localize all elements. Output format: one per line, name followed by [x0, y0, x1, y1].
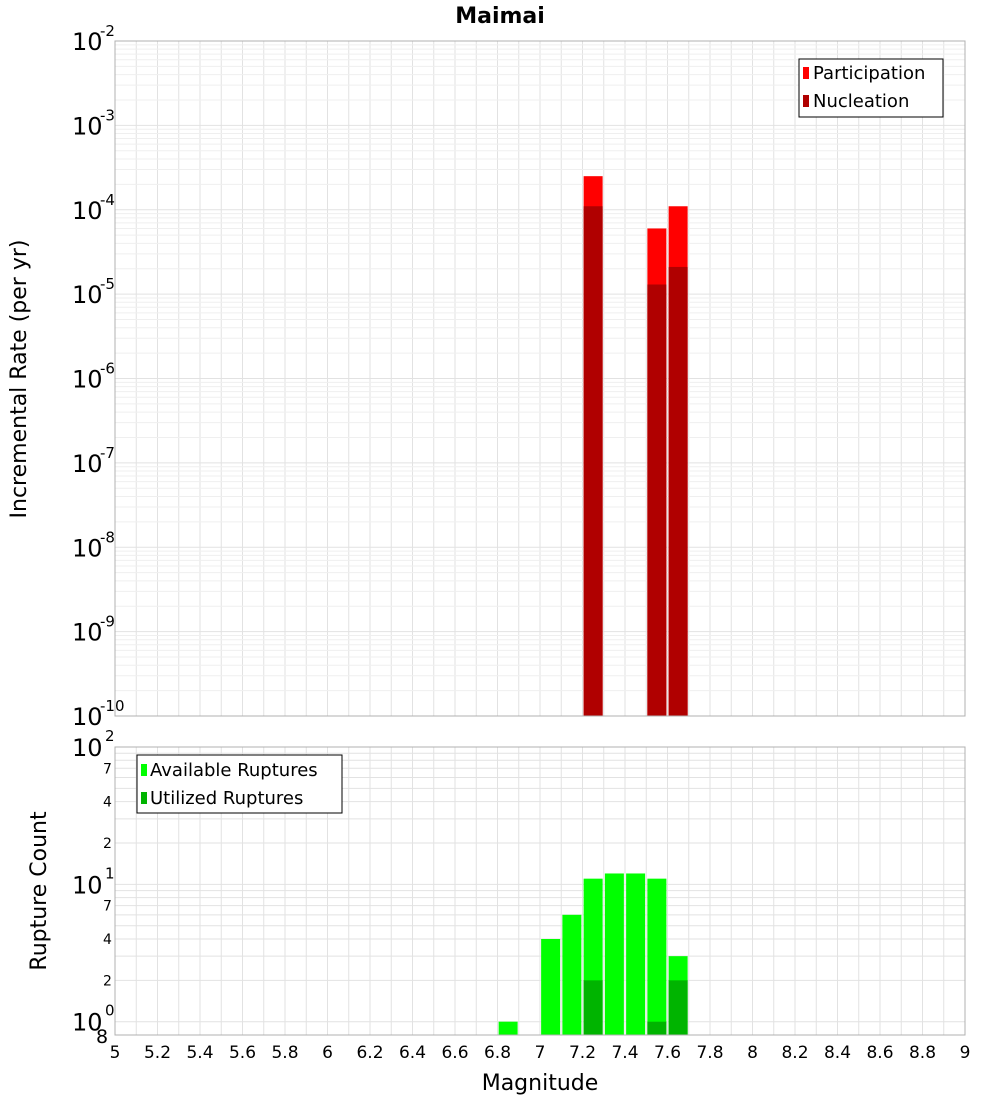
x-tick-label-7: 6.4	[399, 1043, 426, 1063]
legend-swatch-participation	[803, 67, 809, 79]
x-tick-label-20: 9	[960, 1043, 971, 1063]
rate-y-tick-exp-6: -4	[100, 191, 115, 209]
count-y-minor-tick-4: 2	[103, 836, 112, 852]
rate-y-tick-exp-2: -8	[100, 528, 115, 546]
count-y-minor-tick-0: 8	[96, 1026, 108, 1048]
count-bar-available-1	[541, 939, 561, 1035]
x-tick-label-19: 8.8	[909, 1043, 936, 1063]
x-tick-label-5: 6	[322, 1043, 333, 1063]
count-y-axis-label: Rupture Count	[27, 811, 52, 971]
count-y-tick-label-1: 10	[72, 871, 103, 899]
legend-swatch-utilized	[141, 792, 147, 804]
rate-y-tick-exp-0: -10	[100, 697, 125, 715]
count-y-minor-tick-3: 7	[103, 899, 112, 915]
x-axis-label: Magnitude	[482, 1071, 599, 1096]
rate-y-tick-exp-8: -2	[100, 22, 115, 40]
count-y-tick-exp-1: 1	[105, 864, 115, 882]
x-tick-label-3: 5.6	[229, 1043, 256, 1063]
rate-y-tick-label-5: 10	[72, 281, 103, 309]
legend-swatch-nucleation	[803, 95, 809, 107]
count-y-tick-label-0: 10	[72, 1009, 103, 1037]
x-tick-label-15: 8	[747, 1043, 758, 1063]
x-tick-label-6: 6.2	[356, 1043, 383, 1063]
rate-y-tick-exp-1: -9	[100, 613, 115, 631]
legend-label-available: Available Ruptures	[150, 760, 318, 781]
rate-y-tick-label-6: 10	[72, 197, 103, 225]
rate-legend: Participation Nucleation	[798, 58, 944, 118]
count-bar-available-6	[647, 878, 667, 1035]
rate-bar-nucleation-1	[647, 284, 667, 716]
x-tick-label-1: 5.2	[144, 1043, 171, 1063]
count-y-tick-exp-2: 2	[105, 727, 115, 745]
count-legend: Available Ruptures Utilized Ruptures	[136, 754, 343, 814]
count-bar-available-0	[498, 1021, 518, 1035]
x-tick-label-4: 5.8	[271, 1043, 298, 1063]
count-bar-utilized-1	[647, 1021, 667, 1035]
count-y-minor-tick-1: 2	[103, 973, 112, 989]
rate-bar-nucleation-2	[668, 266, 688, 716]
rate-bar-nucleation-0	[583, 206, 603, 716]
chart-title: Maimai	[455, 4, 545, 29]
legend-label-utilized: Utilized Ruptures	[150, 788, 303, 809]
rate-y-tick-exp-7: -3	[100, 106, 115, 124]
legend-label-participation: Participation	[813, 63, 925, 84]
rate-y-tick-label-0: 10	[72, 703, 103, 731]
x-tick-label-10: 7	[535, 1043, 546, 1063]
count-bar-utilized-0	[583, 980, 603, 1035]
rate-y-tick-exp-4: -6	[100, 360, 115, 378]
x-tick-label-11: 7.2	[569, 1043, 596, 1063]
rate-y-tick-label-1: 10	[72, 619, 103, 647]
x-tick-label-0: 5	[110, 1043, 121, 1063]
legend-label-nucleation: Nucleation	[813, 91, 909, 112]
count-bar-available-5	[626, 873, 646, 1035]
rate-y-tick-exp-3: -7	[100, 444, 115, 462]
rate-y-axis-label: Incremental Rate (per yr)	[7, 240, 32, 519]
count-bar-available-4	[604, 873, 624, 1035]
x-tick-label-18: 8.6	[866, 1043, 893, 1063]
x-tick-label-12: 7.4	[611, 1043, 638, 1063]
rate-y-tick-exp-5: -5	[100, 275, 115, 293]
count-bar-available-2	[562, 914, 582, 1035]
rate-y-tick-label-4: 10	[72, 366, 103, 394]
rate-grid	[114, 41, 966, 717]
x-tick-label-8: 6.6	[441, 1043, 468, 1063]
x-axis-ticks: 5 5.2 5.4 5.6 5.8 6 6.2 6.4 6.6 6.8 7 7.2 7.4 7.6 7.8 8…	[110, 1043, 971, 1063]
count-y-minor-tick-2: 4	[103, 932, 112, 948]
x-tick-label-2: 5.4	[186, 1043, 213, 1063]
count-bars	[498, 873, 688, 1035]
x-tick-label-9: 6.8	[484, 1043, 511, 1063]
x-tick-label-13: 7.6	[654, 1043, 681, 1063]
count-y-tick-exp-0: 0	[105, 1002, 115, 1020]
legend-swatch-available	[141, 764, 147, 776]
rate-y-tick-label-2: 10	[72, 534, 103, 562]
count-bar-utilized-2	[668, 980, 688, 1035]
count-y-tick-label-2: 10	[72, 734, 103, 762]
x-tick-label-14: 7.8	[696, 1043, 723, 1063]
rate-y-tick-label-7: 10	[72, 112, 103, 140]
x-tick-label-17: 8.4	[824, 1043, 851, 1063]
count-y-minor-tick-6: 7	[103, 761, 112, 777]
rate-y-tick-label-3: 10	[72, 450, 103, 478]
count-y-minor-tick-5: 4	[103, 795, 112, 811]
x-tick-label-16: 8.2	[781, 1043, 808, 1063]
rate-y-tick-label-8: 10	[72, 28, 103, 56]
rate-bars	[583, 176, 688, 716]
